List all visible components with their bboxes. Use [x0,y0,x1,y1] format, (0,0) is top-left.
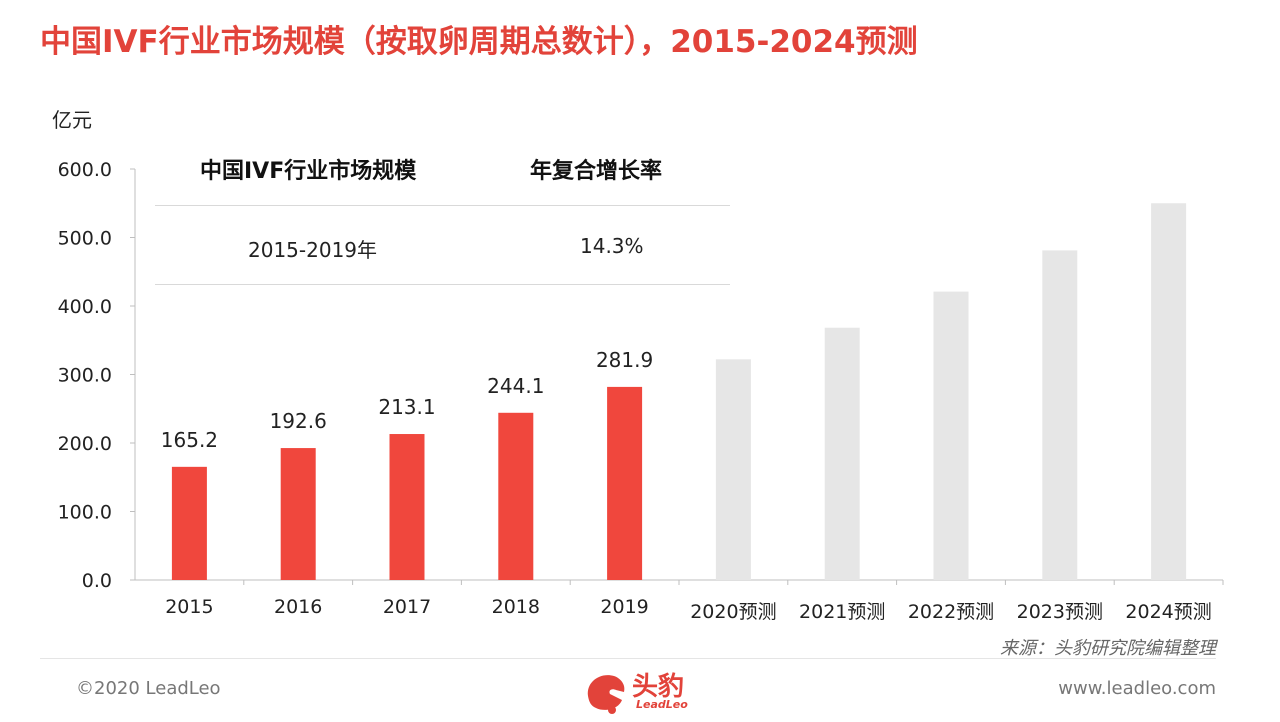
footer-divider [40,658,1216,659]
x-tick-label: 2022预测 [908,601,994,623]
x-tick-label: 2024预测 [1125,601,1211,623]
bar [280,448,316,580]
x-tick-label: 2023预测 [1017,601,1103,623]
y-tick-label: 200.0 [58,433,112,455]
data-label: 213.1 [378,395,435,419]
bar [715,359,751,580]
bar [1042,250,1078,581]
data-label: 192.6 [270,409,327,433]
bar [498,412,534,580]
x-tick-label: 2021预测 [799,601,885,623]
y-tick-label: 500.0 [58,228,112,250]
cagr-divider-bottom [155,284,730,285]
copyright-text: ©2020 LeadLeo [76,678,221,699]
data-label: 165.2 [161,428,218,452]
x-tick-label: 2017 [383,596,431,618]
data-label: 281.9 [596,348,653,372]
x-tick-label: 2019 [600,596,648,618]
website-url: www.leadleo.com [1058,678,1216,699]
y-tick-label: 400.0 [58,296,112,318]
leopard-logo-icon [587,675,625,714]
cagr-divider-top [155,205,730,206]
bar [171,466,207,580]
cagr-header-market-size: 中国IVF行业市场规模 [200,159,417,184]
bar [933,291,969,580]
bar [824,327,860,580]
cagr-period: 2015-2019年 [248,238,378,262]
y-axis-unit-label: 亿元 [52,108,92,132]
x-tick-label: 2020预测 [690,601,776,623]
leadleo-logo: 头豹 LeadLeo [582,666,702,718]
data-label: 244.1 [487,374,544,398]
y-tick-label: 0.0 [82,570,112,592]
logo-subtext: LeadLeo [636,698,688,711]
y-tick-label: 600.0 [58,159,112,181]
bar-chart: 0.0 100.0 200.0 300.0 400.0 500.0 600.0 165.2 20… [58,159,1224,623]
bar [1151,203,1187,580]
page-title: 中国IVF行业市场规模（按取卵周期总数计），2015-2024预测 [40,24,918,60]
x-tick-label: 2018 [492,596,540,618]
cagr-header-growth-rate: 年复合增长率 [530,159,663,184]
source-note: 来源：头豹研究院编辑整理 [1000,638,1216,659]
y-tick-label: 300.0 [58,365,112,387]
cagr-rate: 14.3% [580,234,644,258]
bar [389,434,425,580]
x-tick-label: 2016 [274,596,322,618]
logo-name: 头豹 [632,672,685,702]
y-tick-label: 100.0 [58,502,112,524]
x-tick-label: 2015 [165,596,213,618]
bar [607,386,643,580]
